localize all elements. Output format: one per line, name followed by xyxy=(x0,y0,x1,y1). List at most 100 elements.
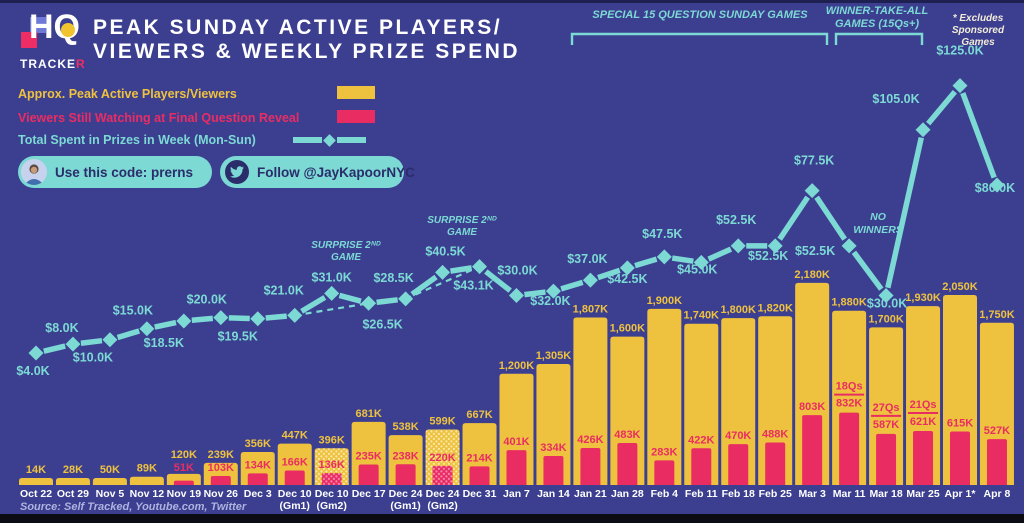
bar-peak-players-Feb 11 xyxy=(684,323,719,485)
bar-label-peak-Nov 26: 239K xyxy=(208,449,234,461)
prize-line-segment xyxy=(883,129,926,297)
axis-label-Jan 7: Jan 7 xyxy=(503,488,530,500)
prize-point-diamond-Apr 1* xyxy=(952,78,968,94)
axis-label-Oct 29: Oct 29 xyxy=(57,488,89,500)
bars-layer xyxy=(19,282,1014,485)
axis-label-Nov 26: Nov 26 xyxy=(204,488,239,500)
prize-point-diamond-Jan 28 xyxy=(619,260,635,276)
prize-point-diamond-Nov 26 xyxy=(213,310,229,326)
bar-final-viewers-Mar 3 xyxy=(802,415,823,485)
bar-final-viewers-Dec 3 xyxy=(247,473,268,485)
axis-label-Dec 3: Dec 3 xyxy=(244,488,272,500)
title-line-2: VIEWERS & WEEKLY PRIZE SPEND xyxy=(93,40,521,63)
bar-peak-players-Nov 5 xyxy=(92,478,127,485)
bar-final-viewers-Apr 1* xyxy=(950,431,970,485)
logo-pink-square xyxy=(21,32,37,48)
prize-line-segment xyxy=(368,296,406,307)
bar-final-viewers-Nov 19 xyxy=(173,480,194,485)
prize-label-Jan 28: $42.5K xyxy=(607,272,647,286)
bar-label-peak-Mar 25: 1,930K xyxy=(905,292,941,304)
prize-point-diamond-Nov 19 xyxy=(176,313,192,329)
bar-label-peak-Dec 24 (Gm1): 538K xyxy=(392,421,418,433)
prize-label-Feb 25: $52.5K xyxy=(748,249,788,263)
axis-label2-Dec 24 (Gm2): (Gm2) xyxy=(427,500,457,512)
bar-label-peak-Mar 18: 1,700K xyxy=(868,313,904,325)
axis-label-Mar 3: Mar 3 xyxy=(798,488,826,500)
bar-label-final-Dec 10 (Gm1): 166K xyxy=(282,457,308,469)
title-line-1: PEAK SUNDAY ACTIVE PLAYERS/ xyxy=(93,16,503,39)
annotation-surprise-game-2: SURPRISE 2ᴺᴰ GAME xyxy=(427,215,497,238)
legend-swatch-pink xyxy=(337,110,375,123)
prize-point-diamond-Dec 24 (Gm1) xyxy=(398,291,414,307)
prize-line-segment xyxy=(589,265,629,283)
avatar xyxy=(21,159,47,185)
logo-yellow-dot xyxy=(61,23,75,37)
bar-peak-players-Oct 29 xyxy=(55,478,90,485)
axis-label2-Dec 24 (Gm1): (Gm1) xyxy=(390,500,420,512)
bar-final-viewers-Jan 7 xyxy=(506,450,527,485)
axis-label-Nov 12: Nov 12 xyxy=(130,488,165,500)
prize-label-Feb 11: $45.0K xyxy=(677,262,717,276)
axis-label-Dec 17: Dec 17 xyxy=(352,488,386,500)
prize-point-diamond-Apr 8 xyxy=(989,177,1005,193)
prize-point-diamond-Dec 10 (Gm2) xyxy=(324,285,340,301)
bar-label-final-Apr 1*: 615K xyxy=(947,417,973,429)
bar-label-peak-Feb 25: 1,820K xyxy=(757,302,793,314)
prize-point-diamond-Oct 22 xyxy=(28,345,44,361)
prize-line-segment xyxy=(772,189,815,248)
bar-label-questions-Mar 11: 18Qs xyxy=(836,381,863,393)
prize-line-segment xyxy=(257,312,295,322)
axis-label-Mar 11: Mar 11 xyxy=(833,488,866,500)
bar-peak-players-Jan 14 xyxy=(536,364,571,485)
bar-final-viewers-Feb 4 xyxy=(654,460,675,485)
bar-label-final-Jan 7: 401K xyxy=(503,436,529,448)
referral-code-badge[interactable]: Use this code: prerns xyxy=(18,156,212,188)
prize-label-Nov 19: $18.5K xyxy=(144,336,184,350)
bar-label-peak-Dec 10 (Gm2): 396K xyxy=(319,434,345,446)
axis-label-Dec 24 (Gm2): Dec 24 xyxy=(426,488,460,500)
bar-label-final-Dec 17: 235K xyxy=(355,451,381,463)
bar-label-final-Feb 18: 470K xyxy=(725,430,751,442)
prize-line-segment xyxy=(146,318,185,332)
legend-label-players: Approx. Peak Active Players/Viewers xyxy=(18,87,237,101)
top-border xyxy=(0,0,1024,3)
twitter-follow-badge[interactable]: Follow @JayKapoorNYC xyxy=(220,156,415,188)
axis-label-Feb 11: Feb 11 xyxy=(685,488,718,500)
annotation-surprise-game-1: SURPRISE 2ᴺᴰ GAME xyxy=(311,240,381,263)
prize-label-Oct 29: $8.0K xyxy=(45,321,78,335)
page-title: PEAK SUNDAY ACTIVE PLAYERS/ VIEWERS & WE… xyxy=(93,16,520,64)
prize-line-segment xyxy=(846,244,889,298)
bar-final-viewers-Mar 11 xyxy=(839,412,860,485)
axis-label2-Dec 10 (Gm2): (Gm2) xyxy=(317,500,347,512)
bar-label-peak-Feb 11: 1,740K xyxy=(684,310,720,322)
bar-label-peak-Mar 11: 1,880K xyxy=(831,297,867,309)
bar-label-peak-Dec 24 (Gm2): 599K xyxy=(429,415,455,427)
axis-label-Dec 10 (Gm2): Dec 10 xyxy=(315,488,349,500)
bar-peak-players-Feb 18 xyxy=(721,318,756,485)
prize-point-diamond-Dec 3 xyxy=(250,311,266,327)
bar-final-viewers-Feb 18 xyxy=(728,444,749,485)
prize-point-diamond-Jan 7 xyxy=(508,288,524,304)
prize-line-bypass-dashed xyxy=(294,302,369,317)
bar-label-peak-Dec 10 (Gm1): 447K xyxy=(282,430,308,442)
bar-label-questions-Mar 25: 21Qs xyxy=(910,399,937,411)
prize-line-segment xyxy=(920,83,963,132)
bar-final-viewers-Feb 25 xyxy=(765,442,786,485)
legend-label-final-viewers: Viewers Still Watching at Final Question… xyxy=(18,111,300,125)
bar-label-peak-Nov 5: 50K xyxy=(100,464,120,476)
annotation-excludes-sponsored: * Excludes Sponsored Games xyxy=(951,13,1005,48)
prize-label-Dec 31: $43.1K xyxy=(453,279,493,293)
bar-final-viewers-Mar 25 xyxy=(913,430,934,485)
legend-swatch-yellow xyxy=(337,86,375,99)
prize-label-Dec 10 (Gm1): $21.0K xyxy=(264,283,304,297)
bar-label-final-Dec 31: 214K xyxy=(466,452,492,464)
bar-label-questions-Mar 18: 27Qs xyxy=(873,402,900,414)
hq-tracker-logo: HQ TRACKER xyxy=(16,8,90,72)
bar-label-peak-Jan 7: 1,200K xyxy=(499,360,535,372)
prize-line-segment xyxy=(957,84,1000,186)
legend-line-dash xyxy=(337,137,366,143)
bar-label-final-Dec 3: 134K xyxy=(245,459,271,471)
axis-label-Jan 14: Jan 14 xyxy=(537,488,570,500)
